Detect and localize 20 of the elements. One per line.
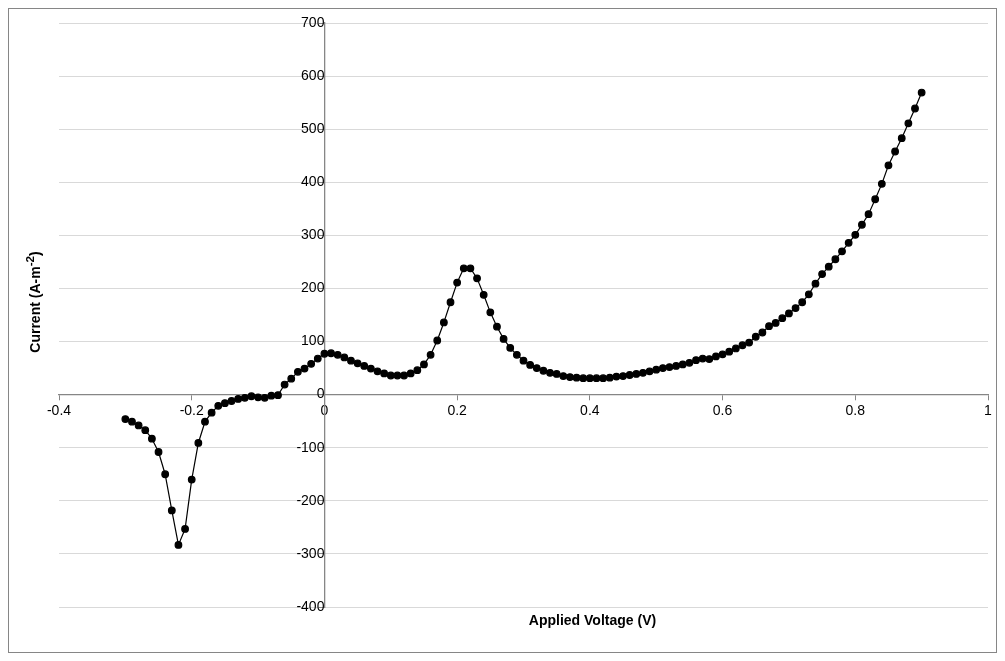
x-tick-label: -0.4: [46, 401, 72, 418]
y-tick-label: -200: [296, 491, 325, 508]
y-tick-label: -400: [296, 597, 325, 614]
x-tick-label: 0.8: [845, 401, 866, 418]
y-tick-label: 700: [301, 13, 325, 30]
y-tick-label: 400: [301, 173, 325, 190]
x-tick-label: 0.4: [580, 401, 600, 418]
y-tick-label: 200: [301, 279, 325, 296]
y-tick-label: 100: [301, 332, 325, 349]
x-tick-label: -0.2: [179, 401, 204, 418]
y-tick-label: -100: [296, 438, 325, 455]
y-tick-label: 600: [301, 66, 325, 83]
x-tick-label: 0.2: [447, 401, 468, 418]
y-tick-label: 500: [301, 120, 325, 137]
y-tick-label: -300: [296, 544, 325, 561]
y-tick-label: 300: [301, 226, 325, 243]
x-axis-title: Applied Voltage (V): [527, 612, 658, 628]
y-tick-label: 0: [316, 385, 325, 402]
x-tick-label: 0.6: [712, 401, 733, 418]
x-tick-label: 1: [984, 401, 993, 418]
